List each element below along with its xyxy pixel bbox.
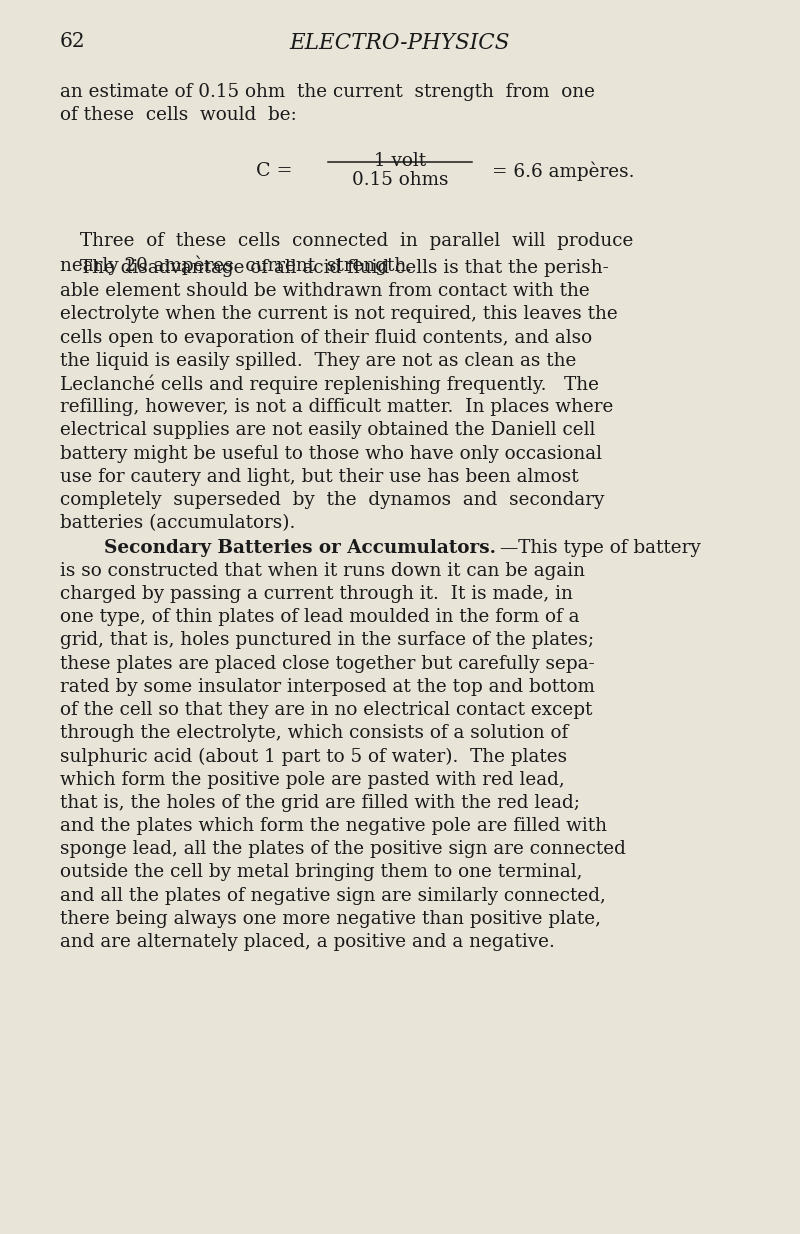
Text: battery might be useful to those who have only occasional: battery might be useful to those who hav… (60, 444, 602, 463)
Text: Three  of  these  cells  connected  in  parallel  will  produce: Three of these cells connected in parall… (80, 232, 634, 251)
Text: completely  superseded  by  the  dynamos  and  secondary: completely superseded by the dynamos and… (60, 491, 604, 508)
Text: refilling, however, is not a difficult matter.  In places where: refilling, however, is not a difficult m… (60, 399, 614, 416)
Text: the liquid is easily spilled.  They are not as clean as the: the liquid is easily spilled. They are n… (60, 352, 576, 370)
Text: electrolyte when the current is not required, this leaves the: electrolyte when the current is not requ… (60, 305, 618, 323)
Text: and all the plates of negative sign are similarly connected,: and all the plates of negative sign are … (60, 886, 606, 905)
Text: grid, that is, holes punctured in the surface of the plates;: grid, that is, holes punctured in the su… (60, 632, 594, 649)
Text: rated by some insulator interposed at the top and bottom: rated by some insulator interposed at th… (60, 677, 595, 696)
Text: which form the positive pole are pasted with red lead,: which form the positive pole are pasted … (60, 770, 565, 789)
Text: = 6.6 ampères.: = 6.6 ampères. (492, 162, 634, 181)
Text: sponge lead, all the plates of the positive sign are connected: sponge lead, all the plates of the posit… (60, 840, 626, 858)
Text: electrical supplies are not easily obtained the Daniell cell: electrical supplies are not easily obtai… (60, 421, 595, 439)
Text: charged by passing a current through it.  It is made, in: charged by passing a current through it.… (60, 585, 573, 603)
Text: —This type of battery: —This type of battery (500, 538, 701, 557)
Text: 1 volt: 1 volt (374, 152, 426, 170)
Text: nearly 20 ampères  current  strength.: nearly 20 ampères current strength. (60, 255, 412, 275)
Text: use for cautery and light, but their use has been almost: use for cautery and light, but their use… (60, 468, 578, 486)
Text: sulphuric acid (about 1 part to 5 of water).  The plates: sulphuric acid (about 1 part to 5 of wat… (60, 748, 567, 765)
Text: through the electrolyte, which consists of a solution of: through the electrolyte, which consists … (60, 724, 568, 742)
Text: batteries (accumulators).: batteries (accumulators). (60, 515, 295, 532)
Text: Secondary Batteries or Accumulators.: Secondary Batteries or Accumulators. (104, 538, 496, 557)
Text: of these  cells  would  be:: of these cells would be: (60, 106, 297, 123)
Text: Leclanché cells and require replenishing frequently.   The: Leclanché cells and require replenishin… (60, 375, 599, 395)
Text: an estimate of 0.15 ohm  the current  strength  from  one: an estimate of 0.15 ohm the current stre… (60, 83, 595, 101)
Text: able element should be withdrawn from contact with the: able element should be withdrawn from co… (60, 283, 590, 300)
Text: 0.15 ohms: 0.15 ohms (352, 170, 448, 189)
Text: one type, of thin plates of lead moulded in the form of a: one type, of thin plates of lead moulded… (60, 608, 579, 626)
Text: The disadvantage of all acid fluid cells is that the perish-: The disadvantage of all acid fluid cells… (80, 259, 609, 276)
Text: ELECTRO-PHYSICS: ELECTRO-PHYSICS (290, 32, 510, 54)
Text: cells open to evaporation of their fluid contents, and also: cells open to evaporation of their fluid… (60, 328, 592, 347)
Text: outside the cell by metal bringing them to one terminal,: outside the cell by metal bringing them … (60, 864, 582, 881)
Text: these plates are placed close together but carefully sepa-: these plates are placed close together b… (60, 654, 594, 673)
Text: 62: 62 (60, 32, 86, 51)
Text: there being always one more negative than positive plate,: there being always one more negative tha… (60, 909, 601, 928)
Text: and are alternately placed, a positive and a negative.: and are alternately placed, a positive a… (60, 933, 555, 951)
Text: of the cell so that they are in no electrical contact except: of the cell so that they are in no elect… (60, 701, 592, 719)
Text: and the plates which form the negative pole are filled with: and the plates which form the negative p… (60, 817, 607, 835)
Text: C =: C = (256, 162, 293, 180)
Text: is so constructed that when it runs down it can be again: is so constructed that when it runs down… (60, 561, 585, 580)
Text: that is, the holes of the grid are filled with the red lead;: that is, the holes of the grid are fille… (60, 793, 580, 812)
